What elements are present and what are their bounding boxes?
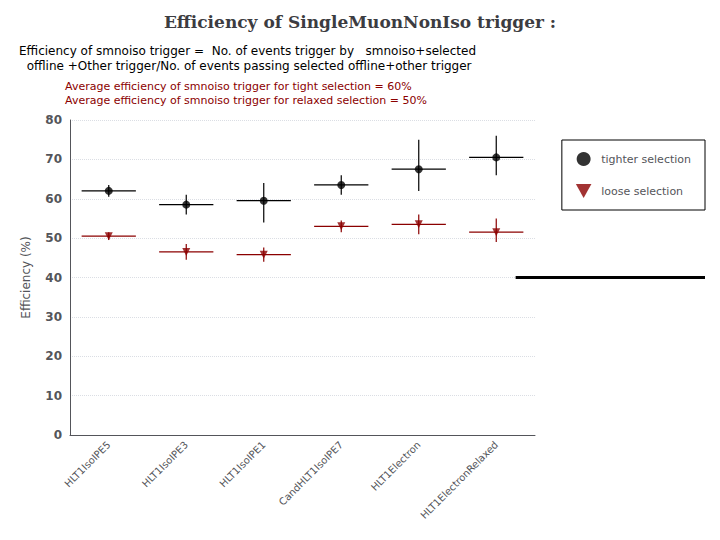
svg-text:loose selection: loose selection: [601, 185, 683, 198]
svg-text:HLT1IsoIPE5: HLT1IsoIPE5: [62, 439, 112, 489]
svg-text:Average efficiency of smnoiso: Average efficiency of smnoiso trigger fo…: [65, 80, 412, 93]
svg-text:50: 50: [45, 231, 62, 245]
svg-text:80: 80: [45, 113, 62, 127]
svg-text:0: 0: [54, 428, 62, 442]
svg-text:HLT1IsoIPE3: HLT1IsoIPE3: [140, 439, 190, 489]
svg-text:40: 40: [45, 271, 62, 285]
svg-text:30: 30: [45, 310, 62, 324]
svg-text:HLT1ElectronRelaxed: HLT1ElectronRelaxed: [418, 439, 500, 521]
svg-text:HLT1Electron: HLT1Electron: [369, 439, 423, 493]
svg-text:Average efficiency of smnoiso: Average efficiency of smnoiso trigger fo…: [65, 94, 427, 107]
svg-text:offline +Other trigger/No. of: offline +Other trigger/No. of events pas…: [19, 59, 472, 73]
svg-text:10: 10: [45, 389, 62, 403]
svg-text:20: 20: [45, 349, 62, 363]
svg-text:Efficiency of smnoiso trigger: Efficiency of smnoiso trigger = No. of e…: [19, 44, 476, 58]
svg-text:70: 70: [45, 152, 62, 166]
svg-text:HLT1IsoIPE1: HLT1IsoIPE1: [217, 439, 267, 489]
svg-text:Efficiency (%): Efficiency (%): [19, 236, 33, 318]
svg-text:60: 60: [45, 192, 62, 206]
svg-text:tighter selection: tighter selection: [601, 153, 691, 166]
svg-text:Efficiency of SingleMuonNonIso: Efficiency of SingleMuonNonIso trigger :: [164, 12, 556, 32]
svg-text:CandHLT1IsoIPE7: CandHLT1IsoIPE7: [277, 439, 345, 507]
